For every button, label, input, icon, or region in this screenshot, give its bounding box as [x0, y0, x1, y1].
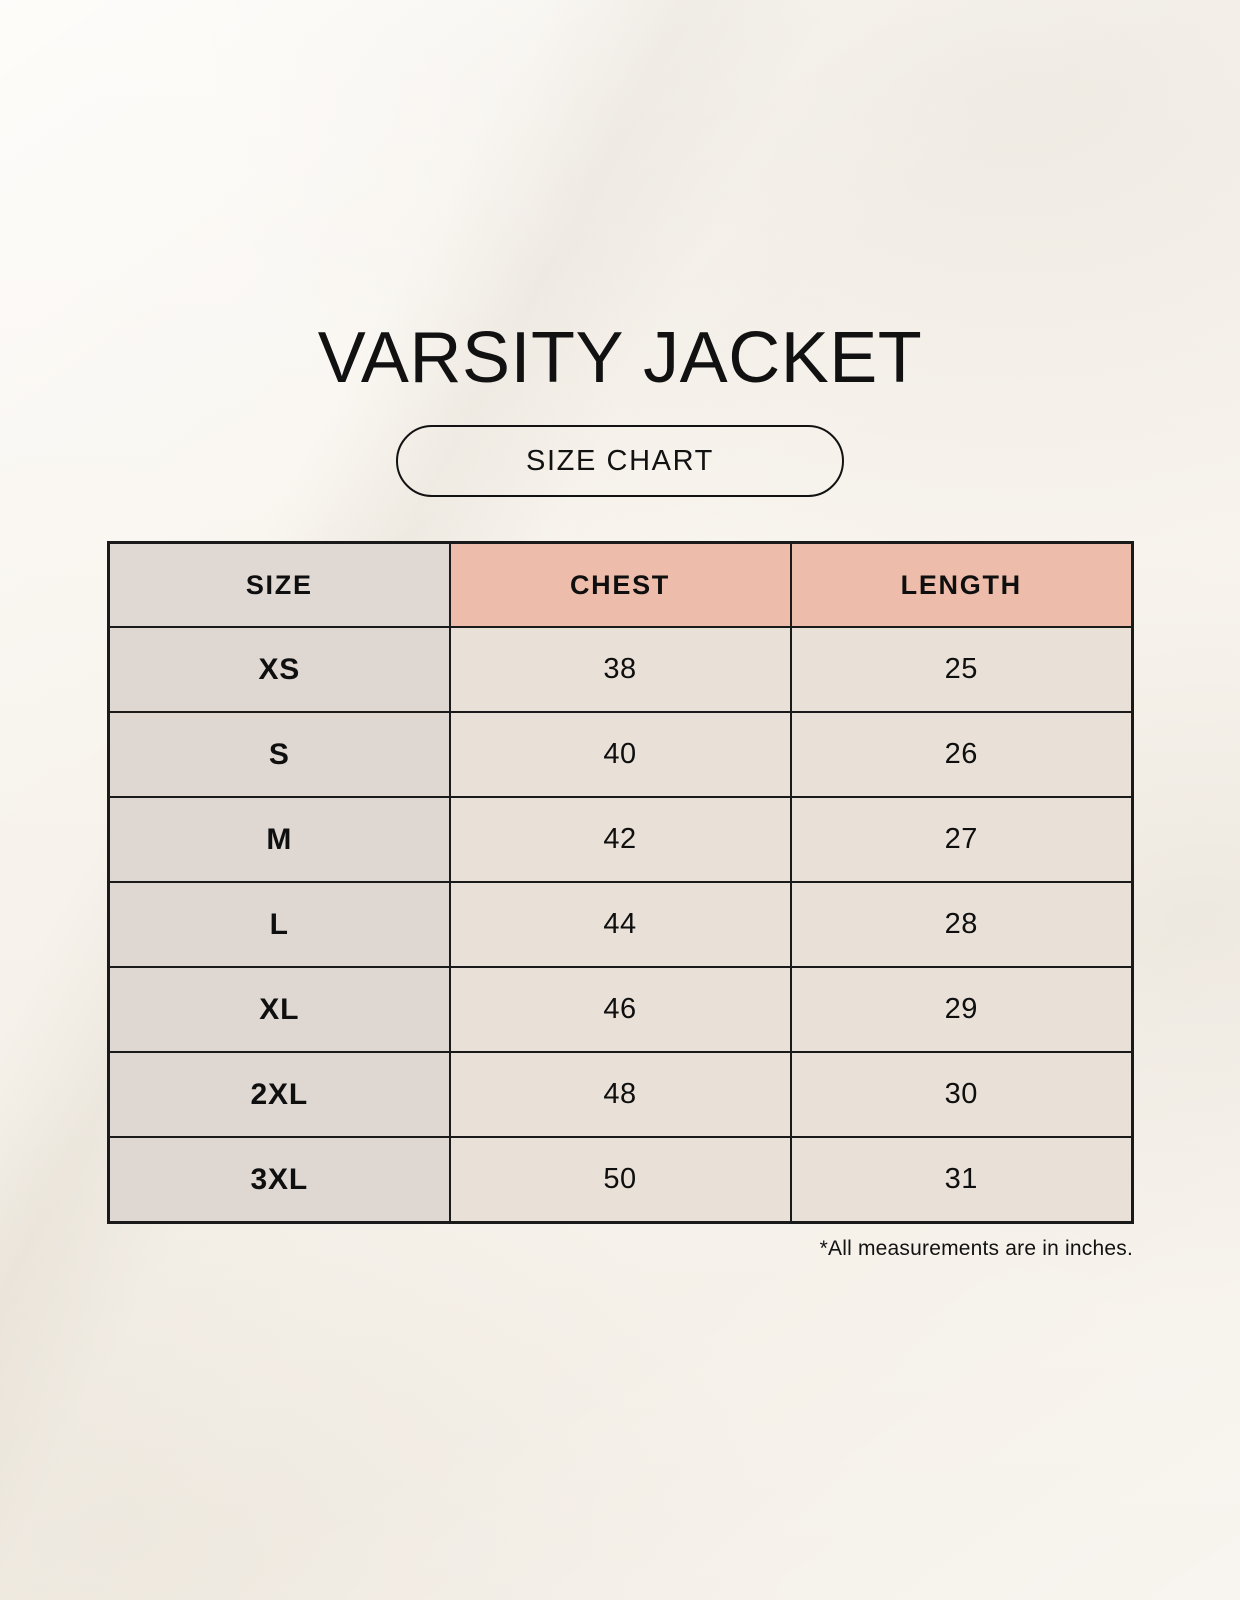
cell-size: XS	[107, 626, 451, 713]
header-row: SIZE CHEST LENGTH	[107, 541, 1134, 628]
cell-size: 3XL	[107, 1136, 451, 1224]
cell-size: S	[107, 711, 451, 798]
cell-size: M	[107, 796, 451, 883]
table-row: M 42 27	[107, 796, 1134, 883]
cell-length: 27	[789, 796, 1134, 883]
cell-length: 29	[789, 966, 1134, 1053]
cell-length: 25	[789, 626, 1134, 713]
table-row: S 40 26	[107, 711, 1134, 798]
column-header-length: LENGTH	[789, 541, 1134, 628]
cell-size: XL	[107, 966, 451, 1053]
table-row: 2XL 48 30	[107, 1051, 1134, 1138]
cell-chest: 48	[448, 1051, 792, 1138]
measurement-footnote: *All measurements are in inches.	[819, 1237, 1133, 1260]
cell-length: 26	[789, 711, 1134, 798]
content-container: VARSITY JACKET SIZE CHART SIZE CHEST LEN…	[0, 318, 1240, 1260]
cell-length: 31	[789, 1136, 1134, 1224]
table-row: XL 46 29	[107, 966, 1134, 1053]
cell-chest: 40	[448, 711, 792, 798]
column-header-size: SIZE	[107, 541, 451, 628]
cell-chest: 44	[448, 881, 792, 968]
cell-chest: 42	[448, 796, 792, 883]
cell-chest: 38	[448, 626, 792, 713]
table-row: L 44 28	[107, 881, 1134, 968]
cell-chest: 46	[448, 966, 792, 1053]
size-table-container: SIZE CHEST LENGTH XS 38 25 S 40 26	[107, 541, 1134, 1224]
badge-container: SIZE CHART	[0, 425, 1240, 497]
size-chart-table: SIZE CHEST LENGTH XS 38 25 S 40 26	[107, 541, 1134, 1224]
cell-length: 28	[789, 881, 1134, 968]
table-header: SIZE CHEST LENGTH	[107, 541, 1134, 628]
table-row: XS 38 25	[107, 626, 1134, 713]
cell-size: 2XL	[107, 1051, 451, 1138]
table-body: XS 38 25 S 40 26 M 42 27 L	[107, 626, 1134, 1224]
column-header-chest: CHEST	[448, 541, 792, 628]
cell-chest: 50	[448, 1136, 792, 1224]
cell-length: 30	[789, 1051, 1134, 1138]
table-row: 3XL 50 31	[107, 1136, 1134, 1224]
cell-size: L	[107, 881, 451, 968]
page-title: VARSITY JACKET	[317, 318, 923, 398]
size-chart-badge: SIZE CHART	[396, 425, 844, 497]
